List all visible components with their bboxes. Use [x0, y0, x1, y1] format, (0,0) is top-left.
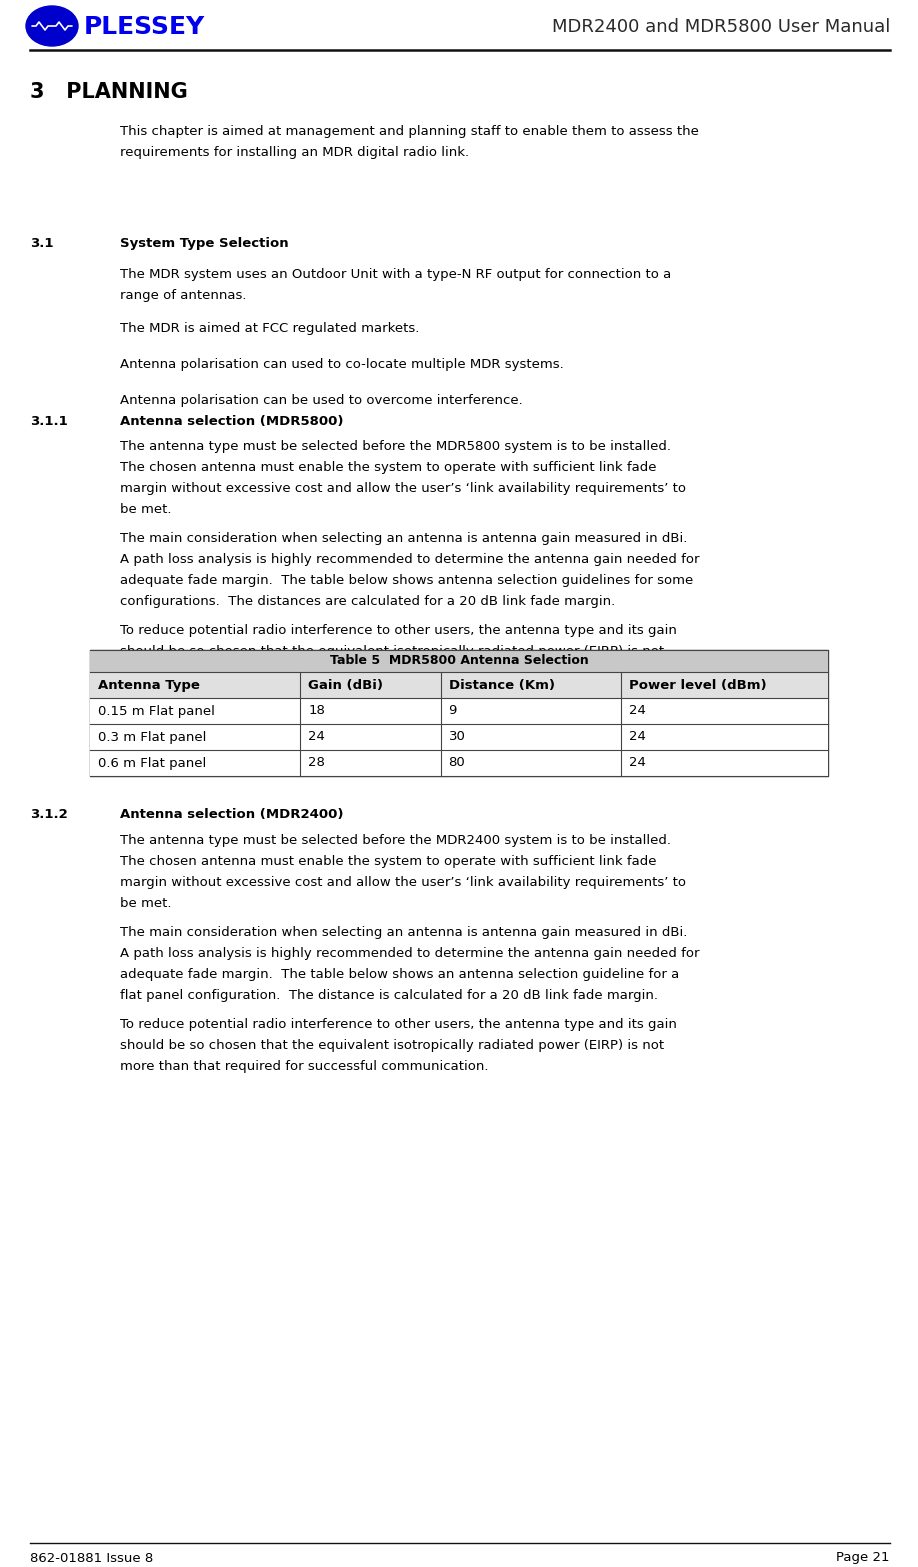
Text: 3   PLANNING: 3 PLANNING [30, 81, 188, 102]
Text: 862-01881 Issue 8: 862-01881 Issue 8 [30, 1551, 153, 1564]
Text: The main consideration when selecting an antenna is antenna gain measured in dBi: The main consideration when selecting an… [120, 533, 700, 608]
Text: 24: 24 [308, 730, 325, 743]
Text: 24: 24 [630, 757, 646, 769]
Bar [90, 724, 828, 751]
Text: This chapter is aimed at management and planning staff to enable them to assess : This chapter is aimed at management and … [120, 125, 699, 158]
Text: Antenna polarisation can be used to overcome interference.: Antenna polarisation can be used to over… [120, 393, 522, 407]
Text: Page 21: Page 21 [836, 1551, 890, 1564]
Text: 28: 28 [308, 757, 325, 769]
Text: Antenna selection (MDR2400): Antenna selection (MDR2400) [120, 809, 343, 821]
Text: 3.1: 3.1 [30, 237, 53, 251]
Text: MDR2400 and MDR5800 User Manual: MDR2400 and MDR5800 User Manual [552, 17, 890, 36]
Text: To reduce potential radio interference to other users, the antenna type and its : To reduce potential radio interference t… [120, 1019, 677, 1073]
Text: Antenna polarisation can used to co-locate multiple MDR systems.: Antenna polarisation can used to co-loca… [120, 357, 564, 371]
Text: 18: 18 [308, 705, 325, 718]
Bar [90, 751, 828, 776]
Text: 3.1.2: 3.1.2 [30, 809, 68, 821]
Text: 9: 9 [449, 705, 457, 718]
Text: 0.15 m Flat panel: 0.15 m Flat panel [98, 705, 215, 718]
Ellipse shape [26, 6, 78, 45]
Text: The main consideration when selecting an antenna is antenna gain measured in dBi: The main consideration when selecting an… [120, 926, 700, 1001]
Text: The antenna type must be selected before the MDR2400 system is to be installed.
: The antenna type must be selected before… [120, 834, 686, 910]
Text: Gain (dBi): Gain (dBi) [308, 679, 384, 691]
Text: The MDR system uses an Outdoor Unit with a type-N RF output for connection to a
: The MDR system uses an Outdoor Unit with… [120, 268, 671, 302]
Text: System Type Selection: System Type Selection [120, 237, 288, 251]
Text: To reduce potential radio interference to other users, the antenna type and its : To reduce potential radio interference t… [120, 624, 677, 679]
Text: 30: 30 [449, 730, 465, 743]
Text: Table 5  MDR5800 Antenna Selection: Table 5 MDR5800 Antenna Selection [330, 655, 588, 668]
Text: 24: 24 [630, 730, 646, 743]
Bar [90, 650, 828, 776]
Bar [90, 672, 828, 697]
Text: The MDR is aimed at FCC regulated markets.: The MDR is aimed at FCC regulated market… [120, 321, 420, 335]
Text: Power level (dBm): Power level (dBm) [630, 679, 767, 691]
Bar [90, 697, 828, 724]
Text: PLESSEY: PLESSEY [84, 16, 206, 39]
Text: 80: 80 [449, 757, 465, 769]
Text: 24: 24 [630, 705, 646, 718]
Bar [90, 650, 828, 672]
Text: Distance (Km): Distance (Km) [449, 679, 554, 691]
Text: Antenna selection (MDR5800): Antenna selection (MDR5800) [120, 415, 343, 428]
Text: The antenna type must be selected before the MDR5800 system is to be installed.
: The antenna type must be selected before… [120, 440, 686, 516]
Text: 0.3 m Flat panel: 0.3 m Flat panel [98, 730, 207, 743]
Text: 3.1.1: 3.1.1 [30, 415, 68, 428]
Text: Antenna Type: Antenna Type [98, 679, 200, 691]
Text: 0.6 m Flat panel: 0.6 m Flat panel [98, 757, 207, 769]
